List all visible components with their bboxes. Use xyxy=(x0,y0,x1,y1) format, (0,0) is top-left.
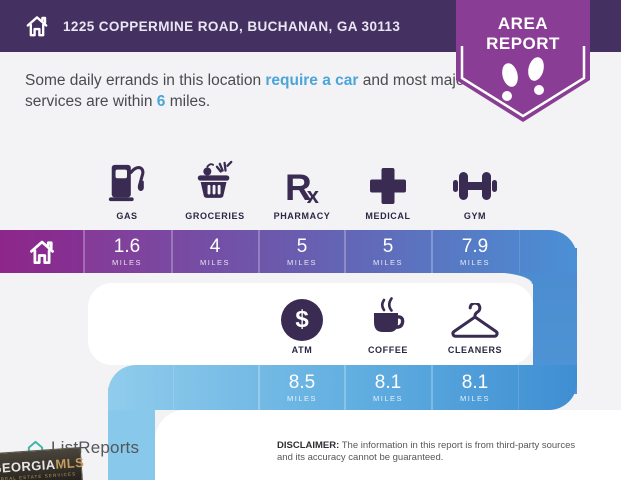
coffee-icon xyxy=(344,291,432,341)
distance-bar-row1: 1.6 MILES 4 MILES 5 MILES 5 MILES 7.9 MILES xyxy=(0,230,577,273)
property-address: 1225 COPPERMINE ROAD, BUCHANAN, GA 30113 xyxy=(63,18,401,34)
amenity-medical: MEDICAL xyxy=(344,156,432,221)
amenity-label: PHARMACY xyxy=(273,211,331,221)
amenity-gas: GAS xyxy=(83,156,171,221)
rx-icon: R x xyxy=(285,167,319,208)
amenity-label: ATM xyxy=(291,345,313,355)
distance-gas: 1.6 MILES xyxy=(111,235,142,267)
hanger-icon xyxy=(431,291,519,341)
intro-text: Some daily errands in this location requ… xyxy=(25,72,470,110)
distance-medical: 5 MILES xyxy=(372,235,403,267)
gas-icon xyxy=(83,156,171,206)
amenity-coffee: COFFEE xyxy=(344,291,432,355)
amenity-label: GROCERIES xyxy=(185,211,245,221)
home-cell xyxy=(0,230,83,273)
amenity-atm: $ ATM xyxy=(258,291,346,355)
amenity-label: COFFEE xyxy=(367,345,409,355)
area-report-badge: AREA REPORT xyxy=(456,0,590,126)
distance-pharmacy: 5 MILES xyxy=(286,235,317,267)
home-icon-small xyxy=(27,237,57,267)
amenity-groceries: GROCERIES xyxy=(171,156,259,221)
distance-atm: 8.5 MILES xyxy=(286,371,317,403)
disclaimer-panel: DISCLAIMER: The information in this repo… xyxy=(155,410,621,480)
connector-inner-corner xyxy=(489,272,533,284)
amenity-label: CLEANERS xyxy=(447,345,503,355)
disclaimer-text: DISCLAIMER: The information in this repo… xyxy=(277,440,576,463)
groceries-icon xyxy=(171,156,259,206)
dumbbell-icon xyxy=(431,156,519,206)
medical-cross-icon xyxy=(344,156,432,206)
amenity-label: GAS xyxy=(116,211,138,221)
atm-icon: $ xyxy=(258,291,346,341)
distance-coffee: 8.1 MILES xyxy=(372,371,403,403)
disclaimer-label: DISCLAIMER: xyxy=(277,440,340,451)
distance-bar-row2: 8.5 MILES 8.1 MILES 8.1 MILES xyxy=(108,365,577,410)
row2-icons-panel: $ ATM COFFEE CLEANERS xyxy=(88,283,533,365)
distance-cleaners: 8.1 MILES xyxy=(459,371,490,403)
require-a-car-highlight: require a car xyxy=(265,72,359,89)
home-icon xyxy=(24,13,50,39)
amenity-label: MEDICAL xyxy=(365,211,411,221)
distance-groceries: 4 MILES xyxy=(199,235,230,267)
amenity-gym: GYM xyxy=(431,156,519,221)
badge-shield-shape xyxy=(456,0,590,122)
amenity-cleaners: CLEANERS xyxy=(431,291,519,355)
distance-gym: 7.9 MILES xyxy=(459,235,490,267)
badge-title: AREA REPORT xyxy=(486,14,560,53)
amenity-pharmacy: R x PHARMACY xyxy=(258,156,346,221)
miles-number-highlight: 6 xyxy=(156,93,166,110)
footprints-icon xyxy=(502,57,544,101)
georgia-mls-logo: GEORGIAMLS REAL ESTATE SERVICES xyxy=(0,446,85,480)
amenity-label: GYM xyxy=(463,211,487,221)
